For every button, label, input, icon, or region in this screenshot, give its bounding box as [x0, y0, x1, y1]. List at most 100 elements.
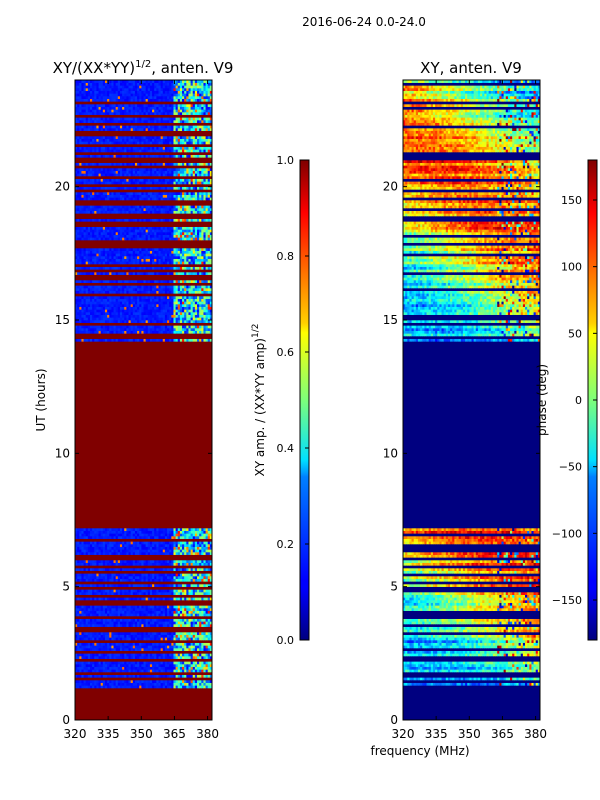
- heatmap-cell: [89, 610, 93, 614]
- heatmap-cell: [139, 680, 142, 683]
- heatmap-cell: [115, 208, 119, 211]
- heatmap-cell: [83, 610, 87, 614]
- heatmap-cell: [119, 261, 123, 265]
- heatmap-cell: [104, 290, 108, 294]
- heatmap-cell: [79, 320, 82, 323]
- heatmap-cell: [89, 536, 93, 539]
- heatmap-cell: [102, 226, 106, 230]
- heatmap-cell: [154, 312, 157, 315]
- heatmap-cell: [139, 592, 142, 595]
- heatmap-cell: [96, 261, 99, 265]
- heatmap-cell: [75, 589, 78, 593]
- heatmap-cell: [92, 229, 95, 233]
- heatmap-cell: [194, 328, 198, 331]
- heatmap-cell: [175, 618, 179, 622]
- heatmap-cell: [130, 229, 134, 233]
- heatmap-cell: [201, 309, 204, 313]
- heatmap-cell: [134, 624, 138, 627]
- heatmap-cell: [205, 568, 209, 571]
- heatmap-cell: [149, 562, 153, 566]
- heatmap-cell: [115, 309, 119, 313]
- heatmap-cell: [75, 208, 78, 211]
- heatmap-cell: [87, 618, 91, 622]
- heatmap-cell: [160, 304, 164, 307]
- heatmap-cell: [98, 208, 102, 211]
- heatmap-cell: [156, 325, 159, 329]
- heatmap-cell: [194, 661, 198, 665]
- heatmap-cell: [167, 298, 170, 302]
- heatmap-cell: [126, 669, 129, 673]
- heatmap-cell: [83, 208, 87, 211]
- heatmap-cell: [188, 250, 191, 254]
- heatmap-cell: [171, 528, 174, 531]
- heatmap-cell: [87, 309, 91, 313]
- heatmap-cell: [164, 632, 168, 635]
- heatmap-cell: [145, 266, 149, 270]
- heatmap-cell: [182, 605, 185, 609]
- heatmap-cell: [87, 685, 91, 689]
- heatmap-cell: [83, 314, 87, 318]
- heatmap-cell: [169, 288, 172, 291]
- heatmap-cell: [141, 546, 144, 550]
- heatmap-cell: [186, 232, 189, 235]
- heatmap-cell: [199, 610, 202, 614]
- heatmap-cell: [184, 256, 187, 259]
- heatmap-cell: [89, 682, 93, 686]
- heatmap-cell: [197, 552, 200, 555]
- heatmap-cell: [100, 208, 104, 211]
- heatmap-cell: [190, 320, 194, 323]
- heatmap-cell: [162, 258, 166, 262]
- heatmap-cell: [156, 546, 159, 550]
- heatmap-cell: [149, 608, 153, 611]
- heatmap-cell: [81, 330, 84, 334]
- heatmap-cell: [77, 541, 80, 545]
- heatmap-cell: [134, 280, 138, 283]
- heatmap-cell: [132, 549, 136, 553]
- heatmap-cell: [104, 664, 108, 667]
- heatmap-cell: [147, 597, 151, 601]
- heatmap-cell: [115, 290, 119, 294]
- heatmap-cell: [94, 330, 97, 334]
- heatmap-cell: [83, 197, 87, 201]
- heatmap-cell: [139, 320, 142, 323]
- heatmap-cell: [160, 330, 164, 334]
- heatmap-cell: [83, 666, 87, 670]
- heatmap-cell: [190, 552, 194, 555]
- heatmap-cell: [130, 218, 134, 222]
- heatmap-cell: [197, 544, 200, 547]
- heatmap-cell: [107, 549, 110, 553]
- heatmap-cell: [186, 621, 189, 625]
- heatmap-cell: [124, 637, 127, 641]
- heatmap-cell: [197, 226, 200, 230]
- heatmap-cell: [117, 541, 121, 545]
- heatmap-cell: [167, 261, 170, 265]
- heatmap-cell: [139, 578, 142, 582]
- heatmap-cell: [77, 296, 80, 299]
- heatmap-cell: [75, 560, 78, 563]
- heatmap-cell: [203, 312, 206, 315]
- heatmap-cell: [209, 624, 212, 627]
- heatmap-cell: [169, 234, 172, 238]
- heatmap-cell: [175, 272, 179, 275]
- heatmap-cell: [79, 338, 82, 342]
- heatmap-cell: [147, 266, 151, 270]
- heatmap-cell: [77, 285, 80, 289]
- heatmap-cell: [158, 253, 162, 257]
- heatmap-cell: [201, 290, 204, 294]
- heatmap-cell: [156, 610, 159, 614]
- heatmap-cell: [160, 205, 164, 209]
- heatmap-cell: [173, 682, 177, 686]
- heatmap-cell: [137, 632, 140, 635]
- heatmap-cell: [117, 685, 121, 689]
- heatmap-cell: [182, 642, 185, 646]
- heatmap-cell: [85, 229, 89, 233]
- heatmap-cell: [201, 637, 204, 641]
- heatmap-cell: [130, 285, 134, 289]
- heatmap-cell: [203, 645, 206, 649]
- heatmap-cell: [75, 298, 78, 302]
- heatmap-cell: [184, 546, 187, 550]
- heatmap-cell: [160, 253, 164, 257]
- heatmap-cell: [167, 624, 170, 627]
- heatmap-cell: [100, 306, 104, 310]
- heatmap-cell: [177, 288, 181, 291]
